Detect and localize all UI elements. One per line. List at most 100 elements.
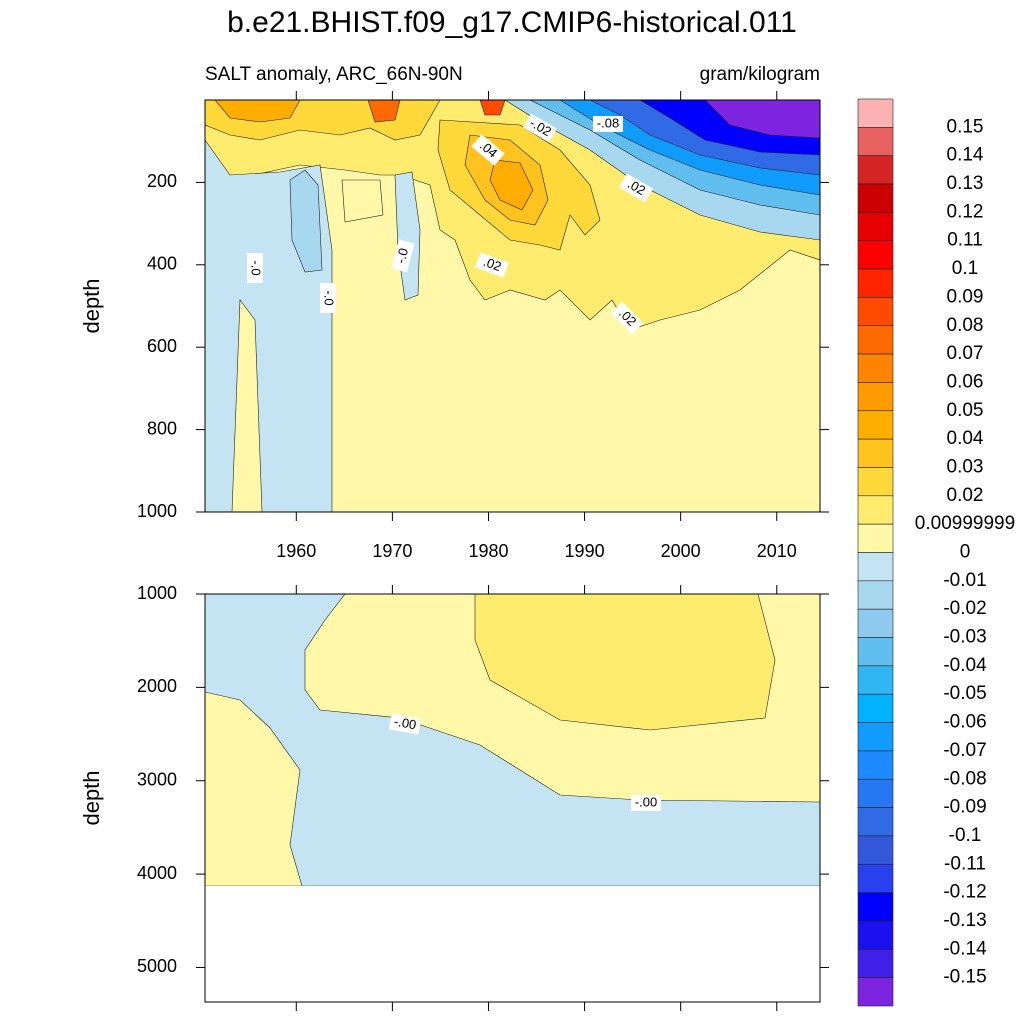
contour-label: .02 bbox=[619, 173, 653, 203]
colorbar-label: -0.1 bbox=[949, 825, 982, 846]
label-box bbox=[619, 173, 653, 203]
colorbar-label: 0.09 bbox=[947, 286, 984, 307]
contour-label: -.0 bbox=[391, 239, 415, 273]
x-tick-label: 1990 bbox=[565, 541, 605, 561]
contour-label: -.08 bbox=[593, 115, 623, 132]
colorbar-box bbox=[857, 438, 894, 468]
colorbar-box bbox=[857, 523, 894, 553]
colorbar-label: -0.13 bbox=[943, 910, 986, 931]
colorbar-box bbox=[857, 580, 894, 610]
region bbox=[289, 169, 323, 273]
units: gram/kilogram bbox=[700, 64, 820, 85]
contour-label-text: -.0 bbox=[393, 246, 411, 265]
y-tick-label: 3000 bbox=[137, 769, 177, 789]
y-axis-label: depth bbox=[79, 770, 104, 825]
colorbar-label: 0.03 bbox=[947, 456, 984, 477]
colorbar-label: -0.05 bbox=[943, 683, 986, 704]
colorbar-box bbox=[857, 863, 894, 893]
colorbar-label: 0.15 bbox=[947, 116, 984, 137]
y-tick-label: 1000 bbox=[137, 583, 177, 603]
colorbar: 0.15 0.14 0.13 0.12 0.11 0.1 0.09 0.08 0.07 0.06 0… bbox=[857, 98, 1015, 1007]
colorbar-box bbox=[857, 212, 894, 242]
region bbox=[341, 179, 384, 223]
colorbar-box bbox=[857, 693, 894, 723]
y-axis-label: depth bbox=[79, 278, 104, 333]
colorbar-label: 0.13 bbox=[947, 173, 984, 194]
region bbox=[479, 100, 506, 116]
contour-label-text: -.08 bbox=[597, 115, 619, 130]
subtitle: SALT anomaly, ARC_66N-90N bbox=[205, 64, 463, 85]
contour-label-text: -.00 bbox=[635, 794, 657, 809]
colorbar-label: 0.08 bbox=[947, 315, 984, 336]
plot-frame bbox=[204, 593, 821, 1003]
y-tick-label: 1000 bbox=[137, 501, 177, 521]
colorbar-box bbox=[857, 608, 894, 638]
colorbar-box bbox=[857, 410, 894, 440]
label-box bbox=[475, 252, 509, 278]
colorbar-box bbox=[857, 778, 894, 808]
colorbar-box bbox=[857, 835, 894, 865]
plot-frame bbox=[204, 99, 821, 513]
colorbar-label: 0.1 bbox=[952, 258, 978, 279]
label-box bbox=[631, 795, 661, 811]
colorbar-label: -0.03 bbox=[943, 627, 986, 648]
colorbar-label: -0.11 bbox=[944, 853, 986, 874]
contour-field bbox=[205, 594, 820, 886]
contour-label: -.00 bbox=[631, 794, 661, 811]
colorbar-box bbox=[857, 722, 894, 752]
colorbar-box bbox=[857, 920, 894, 950]
colorbar-box bbox=[857, 892, 894, 922]
colorbar-box bbox=[857, 807, 894, 837]
contour-label: .02 bbox=[610, 301, 644, 335]
colorbar-label: -0.06 bbox=[943, 712, 986, 733]
colorbar-label: -0.08 bbox=[943, 768, 986, 789]
colorbar-box bbox=[857, 240, 894, 270]
colorbar-label: 0 bbox=[960, 542, 971, 563]
colorbar-label: -0.07 bbox=[943, 740, 986, 761]
contour-label: .02 bbox=[475, 252, 509, 278]
label-box bbox=[593, 116, 623, 132]
x-tick-label: 1960 bbox=[276, 541, 316, 561]
y-tick-label: 600 bbox=[147, 336, 177, 356]
colorbar-label: -0.15 bbox=[943, 967, 986, 988]
label-box bbox=[320, 283, 336, 313]
colorbar-label: -0.01 bbox=[943, 570, 986, 591]
colorbar-label: -0.12 bbox=[943, 882, 986, 903]
colorbar-box bbox=[857, 750, 894, 780]
y-tick-label: 4000 bbox=[137, 863, 177, 883]
colorbar-label: 0.04 bbox=[947, 428, 984, 449]
region bbox=[367, 100, 401, 123]
contour-label-text: -.0 bbox=[249, 260, 264, 275]
label-box bbox=[391, 239, 415, 273]
y-tick-label: 800 bbox=[147, 418, 177, 438]
colorbar-label: -0.09 bbox=[943, 797, 986, 818]
colorbar-box bbox=[857, 977, 894, 1007]
region bbox=[489, 159, 534, 211]
chart-title: b.e21.BHIST.f09_g17.CMIP6-historical.011 bbox=[227, 6, 797, 39]
label-box bbox=[471, 134, 505, 166]
colorbar-box bbox=[857, 155, 894, 185]
contour-label-text: .02 bbox=[481, 254, 503, 274]
colorbar-box bbox=[857, 637, 894, 667]
colorbar-box bbox=[857, 665, 894, 695]
contour-label-text: -.00 bbox=[393, 714, 418, 733]
colorbar-box bbox=[857, 949, 894, 978]
colorbar-label: 0.00999999 bbox=[915, 513, 1015, 534]
x-tick-label: 1980 bbox=[468, 541, 508, 561]
y-tick-label: 400 bbox=[147, 254, 177, 274]
colorbar-label: 0.05 bbox=[947, 400, 984, 421]
colorbar-box bbox=[857, 268, 894, 298]
region bbox=[214, 100, 301, 123]
colorbar-box bbox=[857, 325, 894, 355]
colorbar-box bbox=[857, 297, 894, 327]
colorbar-box bbox=[857, 183, 894, 213]
colorbar-label: 0.11 bbox=[947, 230, 983, 251]
contour-label: -.0 bbox=[247, 253, 264, 283]
colorbar-box bbox=[857, 98, 894, 128]
colorbar-box bbox=[857, 467, 894, 497]
contour-label: .04 bbox=[471, 134, 505, 166]
region bbox=[474, 594, 776, 731]
colorbar-box bbox=[857, 552, 894, 582]
